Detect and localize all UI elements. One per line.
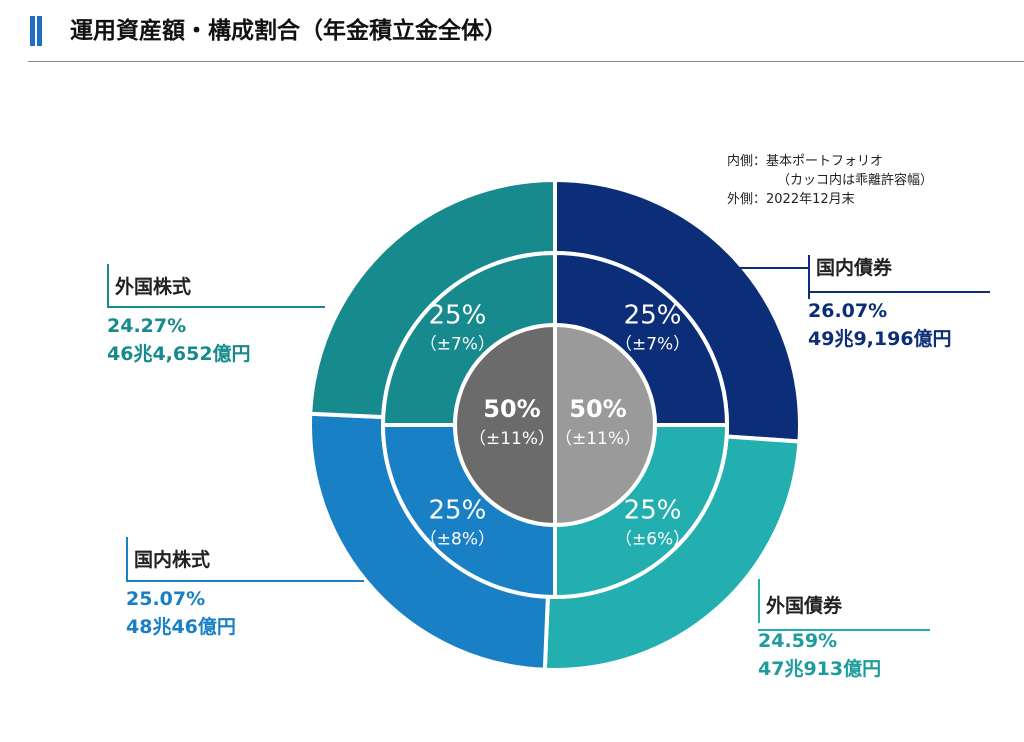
center-pie-slice-1	[453, 322, 557, 528]
callout-foreign-stocks: 外国株式 24.27% 46兆4,652億円	[107, 264, 325, 368]
center-range-0: （±11%）	[555, 429, 641, 449]
center-pie-slice-0	[553, 322, 657, 528]
legend-inner: 内側：基本ポートフォリオ	[727, 154, 884, 169]
legend-outer: 外側：2022年12月末	[727, 192, 855, 207]
callout-foreign-bonds: 外国債券 24.59% 47兆913億円	[758, 579, 930, 683]
title-divider	[28, 61, 1024, 62]
title-marker-icon	[30, 16, 42, 46]
callout-amount: 49兆9,196億円	[808, 328, 952, 350]
callout-percent: 24.27%	[107, 315, 187, 337]
policy-label-3: 25%	[429, 300, 487, 330]
callout-name: 国内株式	[134, 549, 211, 571]
center-label-0: 50%	[569, 395, 626, 423]
callout-amount: 46兆4,652億円	[107, 343, 251, 365]
callout-percent: 26.07%	[808, 300, 888, 322]
policy-range-2: （±8%）	[420, 530, 495, 550]
callout-name: 外国株式	[115, 276, 192, 298]
policy-range-0: （±7%）	[615, 334, 690, 354]
page-title: 運用資産額・構成割合（年金積立金全体）	[70, 18, 507, 44]
policy-range-3: （±7%）	[420, 334, 495, 354]
callout-amount: 47兆913億円	[758, 658, 882, 680]
callout-domestic-stocks: 国内株式 25.07% 48兆46億円	[126, 537, 364, 641]
callout-percent: 25.07%	[126, 588, 206, 610]
callout-amount: 48兆46億円	[126, 616, 236, 638]
callout-percent: 24.59%	[758, 630, 838, 652]
policy-label-1: 25%	[624, 496, 682, 526]
callout-domestic-bonds: 国内債券 26.07% 49兆9,196億円	[738, 255, 990, 353]
legend-inner-note: （カッコ内は乖離許容幅）	[777, 173, 934, 188]
policy-label-0: 25%	[624, 300, 682, 330]
callout-name: 国内債券	[816, 257, 893, 279]
center-label-1: 50%	[483, 395, 540, 423]
center-range-1: （±11%）	[469, 429, 555, 449]
policy-range-1: （±6%）	[615, 530, 690, 550]
policy-label-2: 25%	[429, 496, 487, 526]
callout-name: 外国債券	[766, 595, 843, 617]
chart-legend: 内側：基本ポートフォリオ （カッコ内は乖離許容幅） 外側：2022年12月末	[727, 152, 933, 209]
